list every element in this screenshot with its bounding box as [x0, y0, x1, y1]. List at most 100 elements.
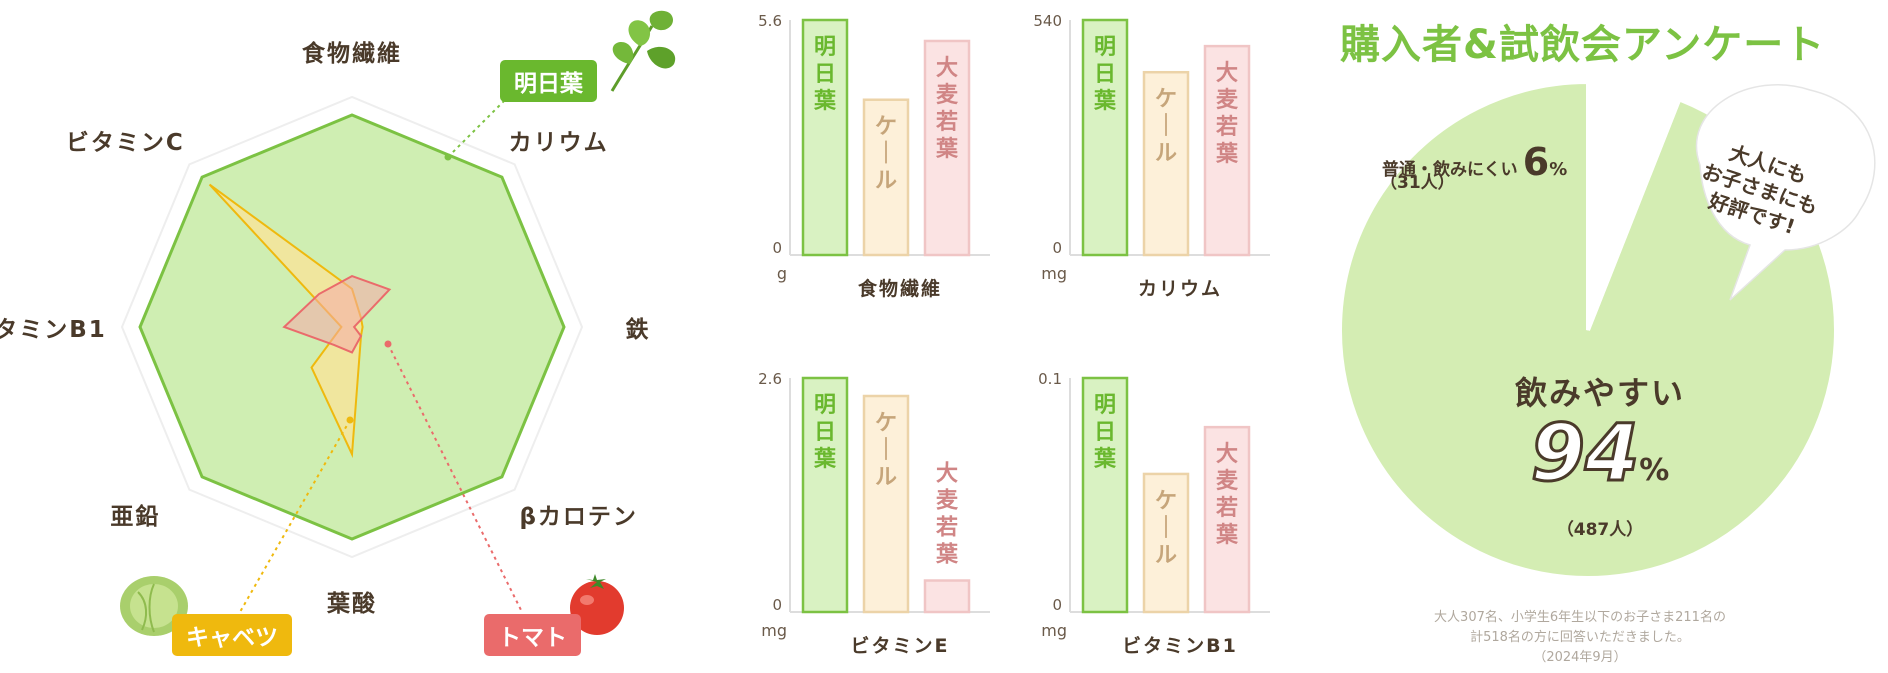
- bar-unit: mg: [761, 621, 787, 640]
- bar-category-label: ケ: [875, 115, 897, 140]
- main-segment-label: 飲みやすい 94% （487人）: [1470, 368, 1730, 540]
- radar-axis-label: ビタミンB1: [0, 317, 107, 343]
- speech-bubble: [1695, 84, 1876, 301]
- bar-category-label: ｜: [1155, 515, 1177, 541]
- bar-category-label: ｜: [875, 141, 897, 167]
- bar: [801, 376, 849, 614]
- bar-category-label: 明: [814, 35, 836, 60]
- minor-count: （31人）: [1380, 173, 1455, 193]
- bar-category-label: ル: [875, 169, 897, 194]
- bar-category-label: 大: [936, 462, 958, 487]
- bar-category-label: ケ: [1155, 87, 1177, 112]
- radar-axis-label: 亜鉛: [110, 503, 161, 530]
- main-label: 飲みやすい: [1514, 374, 1685, 412]
- bar: [862, 394, 910, 614]
- bar-x-label: 食物繊維: [858, 277, 942, 300]
- bar-category-label: 日: [1094, 420, 1116, 445]
- bar-category-label: 葉: [1215, 523, 1239, 548]
- bar-category-label: 日: [814, 420, 836, 445]
- bar-category-label: 葉: [935, 137, 959, 162]
- bar-category-label: 若: [1216, 114, 1238, 140]
- bar-category-label: 若: [1216, 495, 1238, 521]
- bar-tick-zero: 0: [1052, 239, 1062, 257]
- bar-category-label: 麦: [936, 82, 959, 108]
- radar-axis-label: カリウム: [508, 130, 609, 157]
- survey-title: 購入者&試飲会アンケート: [1340, 22, 1826, 68]
- bar-category-label: 明: [1094, 393, 1116, 418]
- minor-pct: 6: [1522, 140, 1550, 184]
- tag-tomato: トマト: [484, 614, 581, 656]
- bar-category-label: 麦: [1216, 468, 1239, 494]
- survey-pie-chart: [1338, 79, 1876, 580]
- bar-category-label: ｜: [875, 437, 897, 463]
- bar-category-label: 葉: [813, 447, 837, 472]
- cabbage-connector: [239, 419, 351, 613]
- bar-category-label: 若: [936, 109, 958, 135]
- radar-axis-label: βカロテン: [519, 503, 638, 530]
- bar-tick-zero: 0: [772, 596, 782, 614]
- bar-category-label: 日: [1094, 62, 1116, 87]
- bar-category-label: 葉: [935, 543, 959, 568]
- bar-category-label: ル: [1155, 543, 1177, 568]
- bar-category-label: 若: [936, 515, 958, 541]
- bar: [923, 39, 971, 257]
- bar-unit: g: [777, 264, 787, 283]
- ashitaba-leaf-icon: [610, 10, 676, 92]
- main-pct: 94: [1529, 409, 1641, 499]
- bar-x-label: カリウム: [1138, 278, 1222, 300]
- bar-category-label: ル: [875, 465, 897, 490]
- footnote-line-1: 大人307名、小学生6年生以下のお子さま211名の: [1434, 610, 1726, 625]
- minor-segment-label: 普通・飲みにくい 6%: [1382, 140, 1567, 184]
- bar: [1203, 425, 1251, 614]
- bar-category-label: ケ: [1155, 489, 1177, 514]
- bar: [801, 18, 849, 257]
- bar-category-label: 麦: [1216, 87, 1239, 113]
- radar-axis-label: ビタミンC: [65, 130, 185, 157]
- bar-category-label: 葉: [1093, 447, 1117, 472]
- bar-x-label: ビタミンB1: [1122, 635, 1238, 657]
- radar-outer-ring: [120, 95, 584, 559]
- radar-series-cabbage: [208, 183, 364, 459]
- bar-tick-zero: 0: [1052, 596, 1062, 614]
- bar-category-label: 大: [1216, 442, 1238, 467]
- bar-category-label: ケ: [875, 411, 897, 436]
- bar-tick-max: 540: [1033, 12, 1062, 30]
- ashitaba-connector: [447, 94, 511, 158]
- bar-category-label: 大: [936, 56, 958, 81]
- bar-tick-max: 0.1: [1038, 370, 1062, 388]
- bar-category-label: 大: [1216, 61, 1238, 86]
- main-count: （487人）: [1556, 520, 1644, 540]
- tomato-connector: [387, 343, 523, 613]
- radar-axis-label: 食物繊維: [302, 41, 402, 67]
- bar: [1142, 472, 1190, 614]
- bar: [1142, 70, 1190, 257]
- bar: [862, 98, 910, 257]
- cabbage-connector-dot: [346, 416, 354, 424]
- radar-chart: [120, 94, 584, 613]
- bar-category-label: ｜: [1155, 113, 1177, 139]
- bar: [1203, 44, 1251, 257]
- bar-x-label: ビタミンE: [851, 635, 950, 657]
- bar-tick-max: 5.6: [758, 12, 782, 30]
- bar-unit: mg: [1041, 264, 1067, 283]
- bar-category-label: 麦: [936, 488, 959, 514]
- cabbage-icon: [120, 576, 188, 636]
- bar-tick-max: 2.6: [758, 370, 782, 388]
- tomato-connector-dot: [384, 340, 392, 348]
- radar-axis-label: 葉酸: [327, 591, 377, 617]
- minor-label: 普通・飲みにくい: [1382, 160, 1518, 180]
- footnote-line-2: 計518名の方に回答いただきました。: [1470, 630, 1690, 645]
- survey-footnote: 大人307名、小学生6年生以下のお子さま211名の 計518名の方に回答いただき…: [1380, 608, 1780, 668]
- main-pct-sign: %: [1639, 453, 1670, 488]
- ashitaba-connector-dot: [444, 153, 452, 161]
- bar-tick-zero: 0: [772, 239, 782, 257]
- bar-category-label: 葉: [1093, 89, 1117, 114]
- footnote-line-3: （2024年9月）: [1533, 650, 1627, 665]
- bar-category-label: 葉: [813, 89, 837, 114]
- bar: [1081, 18, 1129, 257]
- bar-category-label: 日: [814, 62, 836, 87]
- bar-category-label: 明: [814, 393, 836, 418]
- tag-cabbage: キャベツ: [172, 614, 292, 656]
- bar-category-label: 明: [1094, 35, 1116, 60]
